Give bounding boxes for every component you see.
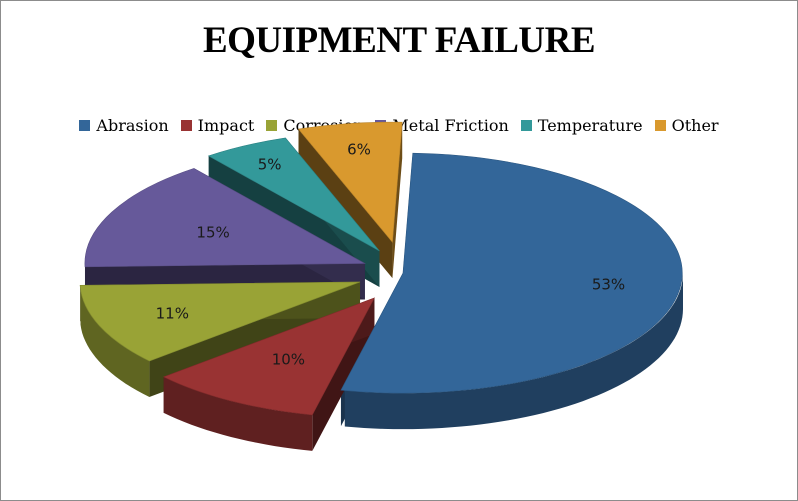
chart-title: EQUIPMENT FAILURE (202, 20, 596, 61)
legend-label-other: Other (671, 116, 719, 135)
legend-swatch-abrasion (79, 120, 91, 131)
legend-swatch-corrosion (266, 120, 278, 131)
legend-item-impact: Impact (180, 116, 255, 135)
pie-slice-other (297, 121, 403, 243)
legend-swatch-other (654, 120, 666, 131)
pie-slice-metal-friction (84, 168, 366, 268)
legend-label-impact: Impact (197, 116, 255, 135)
data-label-metal-friction: 15% (196, 224, 229, 242)
data-label-abrasion: 53% (592, 276, 625, 294)
slice-edge-corrosion (80, 288, 150, 397)
data-label-temperature: 5% (258, 156, 282, 174)
pie-slice-temperature (207, 137, 380, 252)
legend-label-temperature: Temperature (537, 116, 643, 135)
slice-edge-impact (163, 376, 313, 451)
legend-swatch-temperature (520, 120, 532, 131)
legend-label-abrasion: Abrasion (96, 116, 169, 135)
legend-item-temperature: Temperature (520, 116, 643, 135)
chart-legend: Abrasion Impact Corrosion Metal Friction… (1, 116, 797, 135)
legend-label-metal-friction: Metal Friction (392, 116, 509, 135)
slice-wall-other (392, 122, 403, 279)
slice-edge-abrasion (344, 273, 683, 430)
data-label-corrosion: 11% (156, 305, 189, 323)
pie-slice-corrosion (79, 281, 361, 362)
data-label-impact: 10% (272, 351, 305, 369)
legend-item-other: Other (654, 116, 719, 135)
legend-item-abrasion: Abrasion (79, 116, 169, 135)
pie-slice-abrasion (340, 152, 683, 394)
pie-slice-impact (162, 297, 376, 416)
legend-swatch-impact (180, 120, 192, 131)
data-label-other: 6% (347, 141, 371, 159)
